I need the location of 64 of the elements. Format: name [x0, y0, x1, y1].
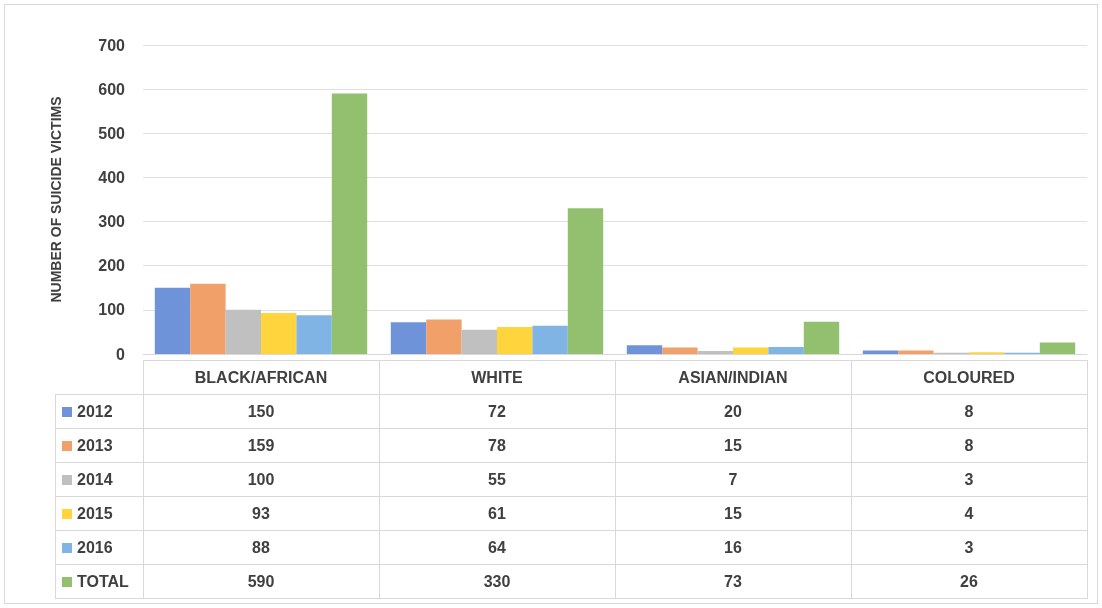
bar	[461, 329, 497, 354]
bar	[733, 347, 769, 354]
data-label: 16	[615, 530, 851, 565]
y-tick-label: 300	[98, 213, 126, 231]
bar	[768, 346, 804, 354]
y-tick-label: 700	[98, 36, 126, 54]
x-tick-label: WHITE	[379, 360, 615, 395]
bar	[803, 321, 840, 354]
bar	[697, 350, 733, 354]
y-tick-label: 200	[98, 257, 126, 275]
bar	[1039, 342, 1076, 354]
data-label: 15	[615, 428, 851, 463]
data-label: 3	[851, 462, 1087, 497]
bar	[390, 322, 427, 354]
data-label: 73	[615, 564, 851, 599]
bar	[567, 208, 604, 354]
data-label: 72	[379, 394, 615, 429]
data-label: 64	[379, 530, 615, 565]
data-label: 93	[143, 496, 379, 531]
data-label: 150	[143, 394, 379, 429]
bar	[862, 350, 899, 354]
data-label: 4	[851, 496, 1087, 531]
x-tick-label: ASIAN/INDIAN	[615, 360, 851, 395]
x-tick-label: BLACK/AFRICAN	[143, 360, 379, 395]
y-tick-label: 600	[98, 80, 126, 98]
bar	[154, 287, 191, 354]
data-label: 55	[379, 462, 615, 497]
data-label: 26	[851, 564, 1087, 599]
data-label: 8	[851, 428, 1087, 463]
x-tick-label: COLOURED	[851, 360, 1087, 395]
y-tick-label: 0	[116, 345, 126, 363]
bar	[426, 319, 462, 354]
legend-label: TOTAL	[55, 564, 143, 599]
data-label: 100	[143, 462, 379, 497]
data-label: 159	[143, 428, 379, 463]
data-label: 61	[379, 496, 615, 531]
y-tick-label: 400	[98, 168, 126, 186]
bar	[225, 309, 261, 354]
bar	[497, 327, 533, 354]
bar	[626, 345, 663, 354]
y-tick-label: 500	[98, 124, 126, 142]
data-label: 8	[851, 394, 1087, 429]
bar	[190, 283, 226, 354]
legend-label: 2015	[55, 496, 143, 531]
legend-label: 2012	[55, 394, 143, 429]
bar	[662, 347, 698, 354]
legend-label: 2016	[55, 530, 143, 565]
legend-label: 2014	[55, 462, 143, 497]
data-label: 15	[615, 496, 851, 531]
data-label: 7	[615, 462, 851, 497]
data-label: 330	[379, 564, 615, 599]
bar	[532, 325, 568, 354]
bar	[898, 350, 934, 354]
y-axis-title: NUMBER OF SUICIDE VICTIMS	[48, 96, 64, 303]
bar	[296, 315, 332, 354]
bar	[261, 312, 297, 354]
data-label: 3	[851, 530, 1087, 565]
data-label: 88	[143, 530, 379, 565]
data-label: 590	[143, 564, 379, 599]
data-label: 20	[615, 394, 851, 429]
data-label: 78	[379, 428, 615, 463]
legend-label: 2013	[55, 428, 143, 463]
y-tick-label: 100	[98, 301, 126, 319]
bar	[331, 93, 368, 354]
